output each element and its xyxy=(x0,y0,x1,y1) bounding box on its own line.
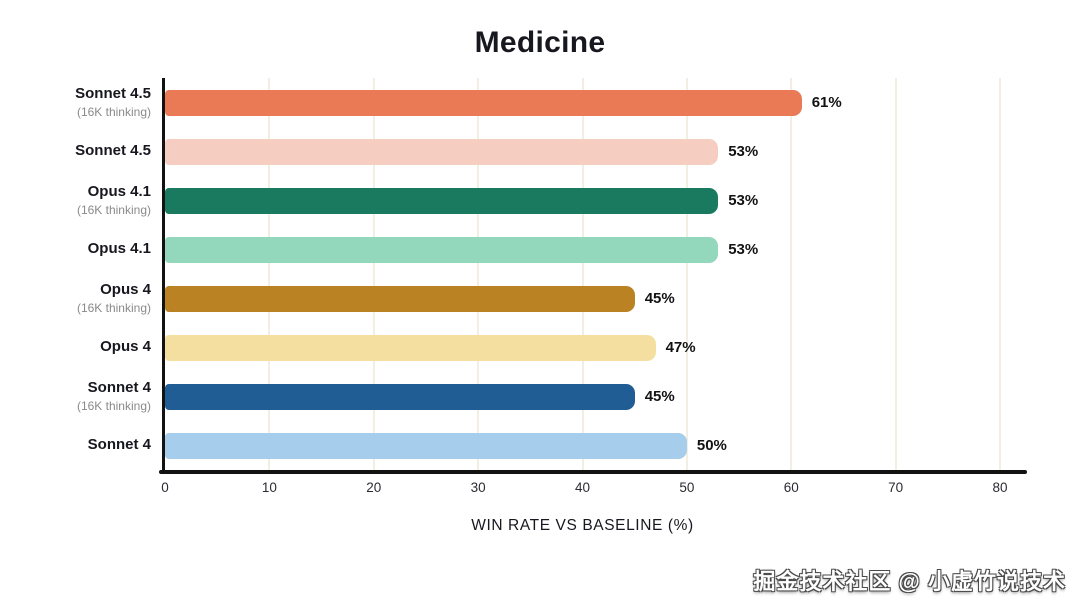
gridline-30 xyxy=(477,78,480,470)
bar-value-label: 45% xyxy=(644,290,675,307)
bar xyxy=(165,187,719,214)
bar-row: 47% xyxy=(165,323,1000,372)
gridline-40 xyxy=(581,78,584,470)
category-label-row: Opus 4 (16K thinking) xyxy=(0,274,165,323)
category-sublabel: (16K thinking) xyxy=(76,398,151,413)
category-label: Opus 4.1 xyxy=(87,183,151,201)
bar-row: 53% xyxy=(165,225,1000,274)
watermark-text: 掘金技术社区 @ 小虚竹说技术 xyxy=(753,569,1066,594)
bar-row: 53% xyxy=(165,127,1000,176)
x-tick-0: 0 xyxy=(161,480,169,495)
bar xyxy=(165,334,656,361)
bar-value-label: 47% xyxy=(665,339,696,356)
x-tick-10: 10 xyxy=(261,480,277,495)
bar xyxy=(165,432,687,459)
bar-row: 50% xyxy=(165,421,1000,470)
chart-body: Sonnet 4.5 (16K thinking) Sonnet 4.5 Opus 4… xyxy=(0,78,1080,470)
x-axis-ticks: 0 10 20 30 40 50 60 70 80 xyxy=(161,480,1007,500)
category-label-row: Sonnet 4.5 (16K thinking) xyxy=(0,78,165,127)
category-label-row: Sonnet 4 (16K thinking) xyxy=(0,372,165,421)
x-tick-80: 80 xyxy=(992,480,1008,495)
bar-value-label: 53% xyxy=(728,192,759,209)
bar-value-label: 45% xyxy=(644,388,675,405)
bar-row: 45% xyxy=(165,372,1000,421)
category-label-row: Sonnet 4.5 xyxy=(0,127,165,176)
category-sublabel: (16K thinking) xyxy=(76,300,151,315)
gridline-70 xyxy=(894,78,897,470)
category-sublabel: (16K thinking) xyxy=(76,104,151,119)
x-axis-line xyxy=(159,470,1027,474)
bar xyxy=(165,236,719,263)
category-label: Sonnet 4.5 xyxy=(75,142,151,160)
chart-title: Medicine xyxy=(474,26,606,59)
x-tick-40: 40 xyxy=(574,480,591,495)
bar-row: 61% xyxy=(165,78,1000,127)
bar xyxy=(165,89,802,116)
x-tick-60: 60 xyxy=(783,480,799,495)
category-label-row: Opus 4.1 (16K thinking) xyxy=(0,176,165,225)
category-label-row: Opus 4.1 xyxy=(0,225,165,274)
category-sublabel: (16K thinking) xyxy=(76,202,151,217)
bar-value-label: 53% xyxy=(728,241,759,258)
bar-row: 53% xyxy=(165,176,1000,225)
category-label-row: Sonnet 4 xyxy=(0,421,165,470)
bar xyxy=(165,285,635,312)
bar xyxy=(165,383,635,410)
gridline-20 xyxy=(372,78,375,470)
category-label-row: Opus 4 xyxy=(0,323,165,372)
category-label: Sonnet 4 xyxy=(87,379,151,397)
bar-value-label: 61% xyxy=(811,94,842,111)
gridline-10 xyxy=(268,78,271,470)
gridline-80 xyxy=(999,78,1001,470)
plot-area: 61% 53% 53% 53% 45% 47% 45% 50% xyxy=(162,78,1001,470)
category-label: Opus 4.1 xyxy=(87,240,151,258)
category-labels-column: Sonnet 4.5 (16K thinking) Sonnet 4.5 Opus 4… xyxy=(0,78,165,470)
x-tick-20: 20 xyxy=(366,480,382,495)
x-tick-30: 30 xyxy=(470,480,486,495)
x-tick-50: 50 xyxy=(679,480,695,495)
gridline-50 xyxy=(685,78,688,470)
y-axis-line xyxy=(162,78,165,470)
bar-row: 45% xyxy=(165,274,1000,323)
gridline-60 xyxy=(790,78,793,470)
bar-value-label: 53% xyxy=(728,143,759,160)
category-label: Opus 4 xyxy=(100,338,151,356)
x-axis-title: WIN RATE VS BASELINE (%) xyxy=(471,517,694,534)
bar xyxy=(165,138,719,165)
bar-value-label: 50% xyxy=(696,437,727,454)
category-label: Sonnet 4.5 xyxy=(75,85,151,103)
x-tick-70: 70 xyxy=(888,480,904,495)
category-label: Sonnet 4 xyxy=(87,436,151,454)
category-label: Opus 4 xyxy=(100,281,151,299)
